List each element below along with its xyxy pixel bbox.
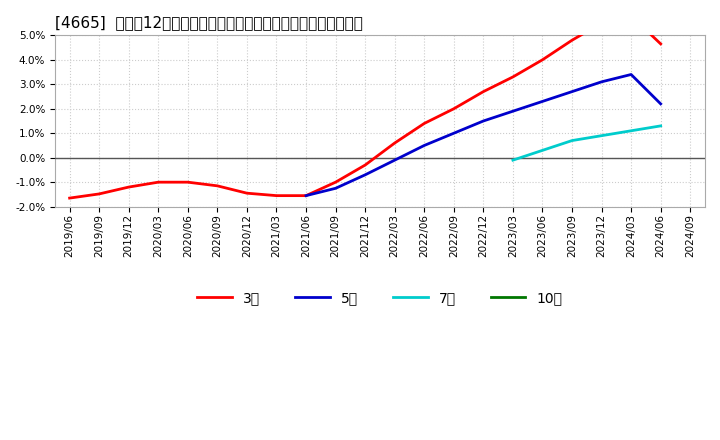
5年: [567, 89, 576, 94]
3年: [390, 140, 399, 146]
7年: [567, 138, 576, 143]
3年: [184, 180, 192, 185]
5年: [302, 193, 310, 198]
5年: [479, 118, 487, 124]
3年: [361, 162, 369, 168]
7年: [598, 133, 606, 138]
3年: [125, 184, 133, 190]
3年: [420, 121, 428, 126]
3年: [66, 195, 74, 201]
7年: [657, 123, 665, 128]
7年: [538, 148, 546, 153]
5年: [420, 143, 428, 148]
3年: [213, 183, 222, 188]
3年: [331, 180, 340, 185]
5年: [538, 99, 546, 104]
5年: [657, 101, 665, 106]
Text: [4665]  売上高12か月移動合計の対前年同期増減率の平均値の推移: [4665] 売上高12か月移動合計の対前年同期増減率の平均値の推移: [55, 15, 363, 30]
5年: [331, 186, 340, 191]
3年: [95, 191, 104, 197]
3年: [538, 57, 546, 62]
7年: [508, 158, 517, 163]
3年: [508, 74, 517, 80]
3年: [243, 191, 251, 196]
5年: [627, 72, 636, 77]
3年: [657, 41, 665, 47]
5年: [598, 79, 606, 84]
Line: 5年: 5年: [306, 74, 661, 196]
3年: [567, 37, 576, 43]
3年: [154, 180, 163, 185]
3年: [449, 106, 458, 111]
Line: 3年: 3年: [70, 16, 661, 198]
3年: [302, 193, 310, 198]
5年: [361, 172, 369, 177]
3年: [627, 13, 636, 18]
7年: [627, 128, 636, 133]
3年: [272, 193, 281, 198]
3年: [479, 89, 487, 94]
5年: [449, 131, 458, 136]
5年: [508, 109, 517, 114]
5年: [390, 158, 399, 163]
3年: [598, 20, 606, 26]
Legend: 3年, 5年, 7年, 10年: 3年, 5年, 7年, 10年: [192, 286, 568, 311]
Line: 7年: 7年: [513, 126, 661, 160]
